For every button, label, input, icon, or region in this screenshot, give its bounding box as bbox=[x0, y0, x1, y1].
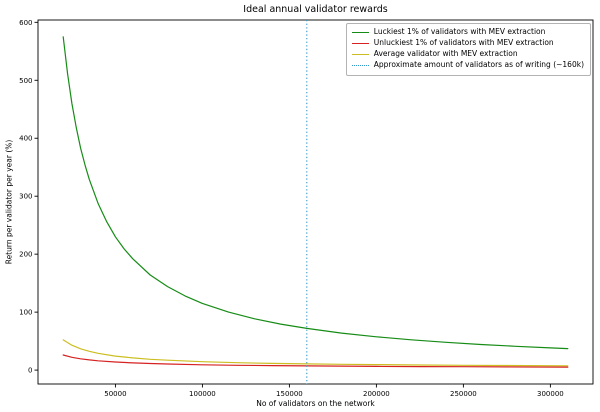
x-tick-label: 50000 bbox=[104, 390, 126, 398]
legend-label: Average validator with MEV extraction bbox=[373, 48, 518, 58]
y-tick-label: 300 bbox=[19, 193, 32, 201]
series-line-0 bbox=[62, 36, 569, 350]
legend-item: Unluckiest 1% of validators with MEV ext… bbox=[351, 37, 584, 49]
y-tick-label: 600 bbox=[19, 19, 32, 27]
legend-swatch bbox=[351, 53, 369, 55]
x-tick-label: 150000 bbox=[276, 390, 303, 398]
legend-item: Approximate amount of validators as of w… bbox=[351, 59, 584, 71]
x-tick-label: 300000 bbox=[537, 390, 564, 398]
y-tick-label: 100 bbox=[19, 309, 32, 317]
axes-frame bbox=[37, 19, 594, 385]
x-tick-label: 200000 bbox=[363, 390, 390, 398]
y-tick-label: 200 bbox=[19, 251, 32, 259]
legend-label: Unluckiest 1% of validators with MEV ext… bbox=[373, 37, 554, 47]
legend-item: Average validator with MEV extraction bbox=[351, 48, 584, 60]
chart-title: Ideal annual validator rewards bbox=[243, 4, 388, 15]
legend-label: Approximate amount of validators as of w… bbox=[373, 59, 584, 69]
legend-item: Luckiest 1% of validators with MEV extra… bbox=[351, 27, 584, 38]
legend-swatch bbox=[351, 42, 369, 44]
legend-swatch bbox=[351, 64, 369, 66]
legend: Luckiest 1% of validators with MEV extra… bbox=[345, 23, 591, 76]
y-tick-label: 0 bbox=[28, 367, 32, 375]
x-axis-label: No of validators on the network bbox=[256, 399, 375, 408]
x-tick-label: 250000 bbox=[450, 390, 477, 398]
x-tick-label: 100000 bbox=[189, 390, 216, 398]
y-axis-label: Return per validator per year (%) bbox=[4, 139, 14, 265]
series-line-1 bbox=[62, 354, 569, 368]
series-line-2 bbox=[62, 339, 569, 367]
legend-swatch bbox=[351, 31, 369, 33]
y-tick-label: 500 bbox=[19, 77, 32, 85]
legend-label: Luckiest 1% of validators with MEV extra… bbox=[373, 27, 546, 36]
y-tick-label: 400 bbox=[19, 135, 32, 143]
